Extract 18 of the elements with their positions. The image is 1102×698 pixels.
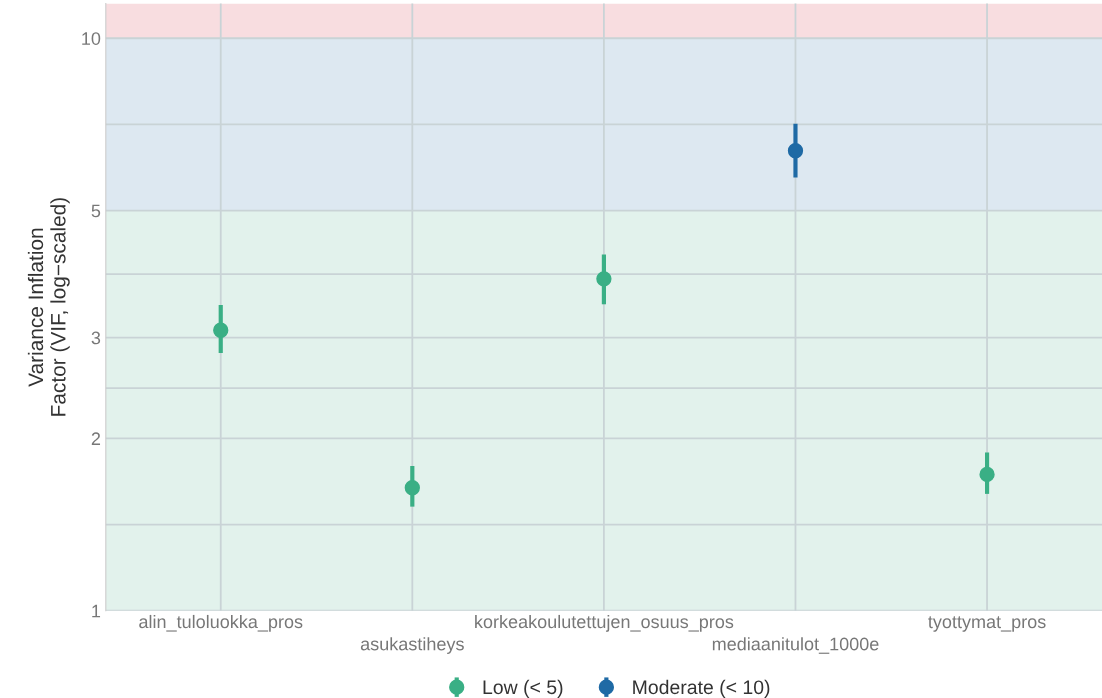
- x-tick-label: alin_tuloluokka_pros: [139, 614, 303, 632]
- legend-label: Low (< 5): [483, 679, 563, 698]
- point: [404, 480, 420, 496]
- point: [213, 322, 229, 338]
- y-tick-label: 3: [91, 331, 101, 345]
- x-tick-label: mediaanitulot_1000e: [712, 637, 879, 654]
- y-tick-label: 2: [91, 432, 101, 445]
- x-tick-label: asukastiheys: [360, 637, 464, 654]
- legend-label: Moderate (< 10): [633, 679, 770, 698]
- x-tick-label: korkeakoulutettujen_osuus_pros: [475, 614, 734, 632]
- y-tick-label: 10: [82, 32, 101, 45]
- x-tick-label: tyottymat_pros: [928, 616, 1046, 632]
- point: [979, 466, 995, 483]
- point: [596, 271, 612, 287]
- y-axis-title: Variance Inflation Factor (VIF, log−scaled): [27, 198, 70, 416]
- y-tick-label: 5: [91, 204, 101, 218]
- point: [787, 143, 804, 159]
- y-tick-label: 1: [92, 604, 101, 618]
